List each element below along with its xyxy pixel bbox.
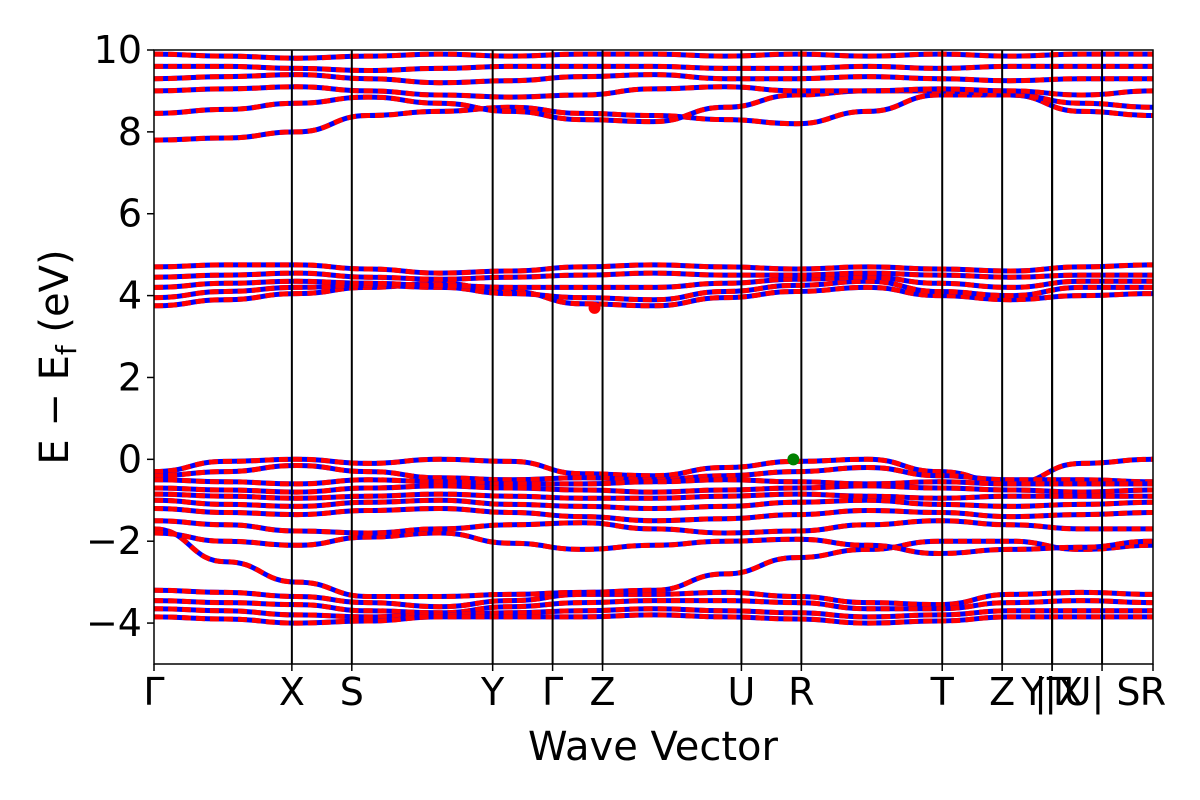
band-lines	[154, 51, 1153, 626]
cbm-marker	[588, 301, 601, 314]
band-line-spin-down	[154, 262, 1153, 276]
x-tick-label: Z	[590, 670, 616, 714]
band-line-spin-down	[154, 526, 1153, 600]
y-tick-label: 2	[118, 355, 142, 399]
x-tick-label: Γ	[542, 670, 563, 714]
y-axis-title-unit: (eV)	[32, 249, 78, 345]
x-tick-label: R	[1140, 670, 1166, 714]
y-tick-label: 10	[94, 28, 142, 72]
band-line-spin-down	[154, 606, 1153, 620]
y-axis-title-main: E − E	[32, 355, 78, 465]
y-tick-label: −4	[86, 601, 142, 645]
y-axis-title: E − Ef (eV)	[32, 249, 83, 464]
band-line-spin-down	[154, 530, 1153, 557]
band-line-spin-down	[154, 497, 1153, 512]
band-line-spin-down	[154, 491, 1153, 501]
band-line-spin-down	[154, 477, 1153, 487]
x-tick-label: Z	[989, 670, 1015, 714]
band-line-spin-down	[154, 51, 1153, 61]
y-tick-label: 4	[118, 274, 142, 318]
x-tick-label: U	[727, 670, 755, 714]
band-line-spin-down	[154, 483, 1153, 495]
band-line-spin-down	[154, 612, 1153, 626]
band-line-spin-down	[154, 280, 1153, 309]
band-line-spin-down	[154, 88, 1153, 125]
band-line-spin-down	[154, 72, 1153, 86]
x-tick-label: U| S	[1064, 670, 1141, 715]
vbm-marker	[787, 453, 800, 466]
x-tick-label: R	[788, 670, 814, 714]
y-axis-ticks: −4 −2 0 2 4 6 8 10	[86, 28, 154, 645]
y-tick-label: 6	[118, 192, 142, 236]
band-line-spin-down	[154, 518, 1153, 536]
y-axis-title-subscript: f	[50, 344, 83, 355]
x-tick-label: T	[930, 670, 955, 714]
plot-frame	[153, 49, 1154, 665]
y-tick-label: 0	[118, 437, 142, 481]
high-symmetry-lines	[290, 50, 1104, 664]
band-line-spin-down	[154, 84, 1153, 100]
x-tick-label: Y|X	[1020, 670, 1083, 715]
x-tick-label: Γ	[143, 670, 164, 714]
band-line-spin-down	[154, 587, 1153, 610]
y-tick-label: −2	[86, 519, 142, 563]
x-tick-label: Y	[480, 670, 505, 714]
band-line-spin-down	[154, 270, 1153, 282]
band-line-spin-down	[154, 598, 1153, 616]
x-tick-label: X	[279, 670, 305, 714]
band-edge-markers	[588, 301, 800, 466]
x-axis-title: Wave Vector	[528, 724, 779, 770]
band-line-spin-down	[154, 505, 1153, 524]
x-tick-label: |T	[1034, 670, 1071, 715]
x-tick-label: S	[340, 670, 364, 714]
band-line-spin-down	[154, 63, 1153, 74]
band-line-spin-down	[154, 274, 1153, 290]
band-line-spin-down	[154, 278, 1153, 303]
y-tick-label: 8	[118, 110, 142, 154]
